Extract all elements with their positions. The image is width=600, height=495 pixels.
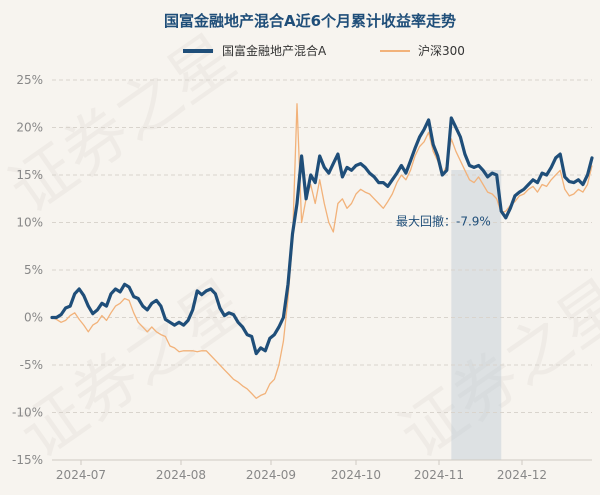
y-tick-label: 15%: [16, 168, 43, 182]
y-axis: 25% 20% 15% 10% 5% 0% -5% -10% -15%: [12, 73, 43, 467]
x-tick-label: 2024-07: [56, 468, 106, 482]
x-tick-label: 2024-11: [414, 468, 464, 482]
y-tick-label: 20%: [16, 121, 43, 135]
y-gridlines: [52, 79, 592, 413]
legend-label-fund: 国富金融地产混合A: [222, 43, 327, 58]
y-tick-label: -10%: [12, 406, 43, 420]
chart-title: 国富金融地产混合A近6个月累计收益率走势: [164, 12, 456, 30]
y-tick-label: 10%: [16, 216, 43, 230]
y-tick-label: 0%: [24, 311, 43, 325]
x-tick-label: 2024-09: [246, 468, 296, 482]
x-tick-label: 2024-12: [497, 468, 547, 482]
y-tick-label: 25%: [16, 73, 43, 87]
legend: 国富金融地产混合A 沪深300: [183, 43, 465, 58]
x-axis: 2024-07 2024-08 2024-09 2024-10 2024-11 2024-…: [56, 460, 547, 482]
y-tick-label: -15%: [12, 453, 43, 467]
watermark: 证券之星 证券之星 证券之星: [0, 21, 600, 473]
max-drawdown-band: [451, 170, 502, 460]
x-tick-label: 2024-08: [156, 468, 206, 482]
max-drawdown-label: 最大回撤：-7.9%: [396, 214, 491, 229]
y-tick-label: -5%: [20, 358, 43, 372]
legend-label-index: 沪深300: [418, 44, 465, 58]
y-tick-label: 5%: [24, 263, 43, 277]
x-tick-label: 2024-10: [331, 468, 381, 482]
series-line-fund: [50, 116, 594, 356]
